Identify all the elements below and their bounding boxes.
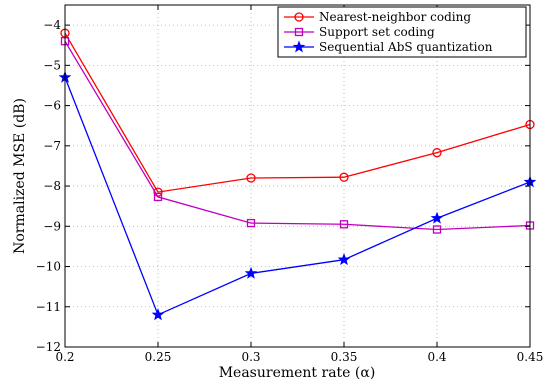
- legend-item: Sequential AbS quantization: [284, 40, 493, 54]
- data-point: [244, 266, 258, 279]
- legend-marker: [292, 40, 306, 53]
- series-layer: [58, 28, 537, 321]
- legend-marker: [294, 27, 304, 37]
- x-tick-label: 0.35: [331, 350, 358, 364]
- legend-item: Nearest-neighbor coding: [284, 10, 471, 24]
- legend-marker: [294, 12, 304, 22]
- legend-item: Support set coding: [284, 25, 435, 39]
- y-tick-label: −8: [43, 179, 61, 193]
- data-point: [246, 173, 256, 183]
- y-tick-label: −9: [43, 219, 61, 233]
- legend-label: Sequential AbS quantization: [319, 40, 493, 54]
- x-tick-label: 0.45: [517, 350, 544, 364]
- legend-box: [277, 6, 527, 58]
- legend-label: Support set coding: [319, 25, 435, 39]
- y-tick-label: −11: [36, 300, 61, 314]
- y-tick-label: −10: [36, 260, 61, 274]
- y-tick-label: −6: [43, 99, 61, 113]
- data-point: [432, 225, 442, 234]
- data-point: [432, 148, 442, 158]
- y-tick-label: −12: [36, 340, 61, 354]
- data-point: [153, 192, 163, 202]
- plot-frame: [64, 4, 531, 348]
- data-point: [339, 172, 349, 182]
- data-point: [430, 211, 444, 224]
- series-line: [64, 77, 531, 316]
- y-axis-label: Normalized MSE (dB): [12, 98, 28, 254]
- plot-background: [65, 5, 530, 347]
- x-tick-label: 0.4: [427, 350, 446, 364]
- data-point: [246, 218, 256, 228]
- data-point: [151, 308, 165, 321]
- y-tick-label: −5: [43, 58, 61, 72]
- y-tick-label: −7: [43, 139, 61, 153]
- x-tick-label: 0.25: [145, 350, 172, 364]
- axis-ticks: 0.2 0.25 0.3 0.35 0.4 0.45 −12 −11 −10 −9 −8 −7 −6 −5…: [36, 5, 544, 364]
- legend-label: Nearest-neighbor coding: [319, 10, 471, 24]
- data-point: [337, 253, 351, 266]
- series-line: [64, 32, 531, 193]
- x-tick-label: 0.2: [55, 350, 74, 364]
- series-line: [64, 40, 531, 231]
- data-point: [339, 220, 349, 229]
- x-tick-label: 0.3: [241, 350, 260, 364]
- x-axis-label: Measurement rate (α): [219, 365, 376, 381]
- y-tick-label: −4: [43, 18, 61, 32]
